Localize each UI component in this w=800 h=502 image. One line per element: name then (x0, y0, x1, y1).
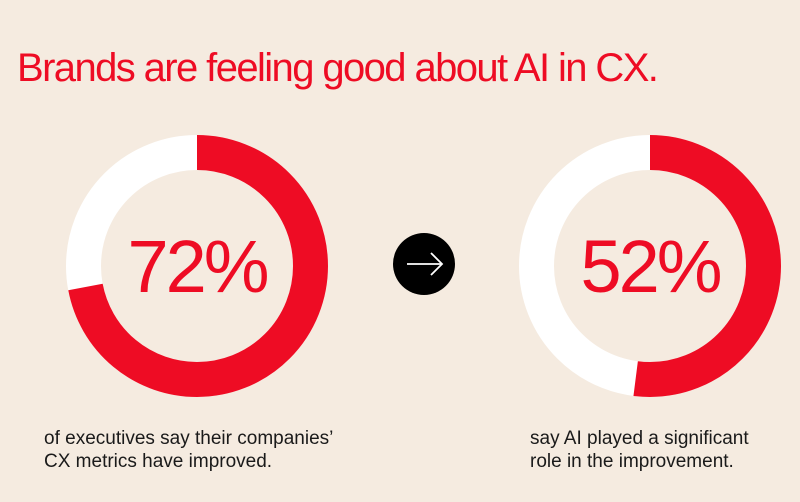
caption-ai-role: say AI played a significant role in the … (530, 427, 749, 473)
arrow-right-icon (393, 233, 455, 295)
percentage-value: 72% (127, 224, 269, 308)
donut-chart-executives: 72% (66, 135, 328, 397)
caption-line: of executives say their companies’ (44, 428, 334, 449)
caption-line: CX metrics have improved. (44, 451, 273, 472)
caption-executives: of executives say their companies’ CX me… (44, 427, 333, 473)
percentage-value: 52% (580, 224, 722, 308)
donut-chart-ai-role: 52% (519, 135, 781, 397)
donut-ring (66, 135, 328, 397)
donut-arc (66, 135, 328, 397)
page-title: Brands are feeling good about AI in CX. (17, 46, 659, 90)
caption-line: role in the improvement. (530, 451, 734, 472)
caption-line: say AI played a significant (530, 428, 749, 449)
donut-arc (519, 135, 781, 397)
donut-ring (519, 135, 781, 397)
